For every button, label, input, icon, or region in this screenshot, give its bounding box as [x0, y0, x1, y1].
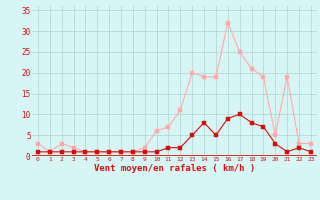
X-axis label: Vent moyen/en rafales ( km/h ): Vent moyen/en rafales ( km/h ): [94, 164, 255, 173]
